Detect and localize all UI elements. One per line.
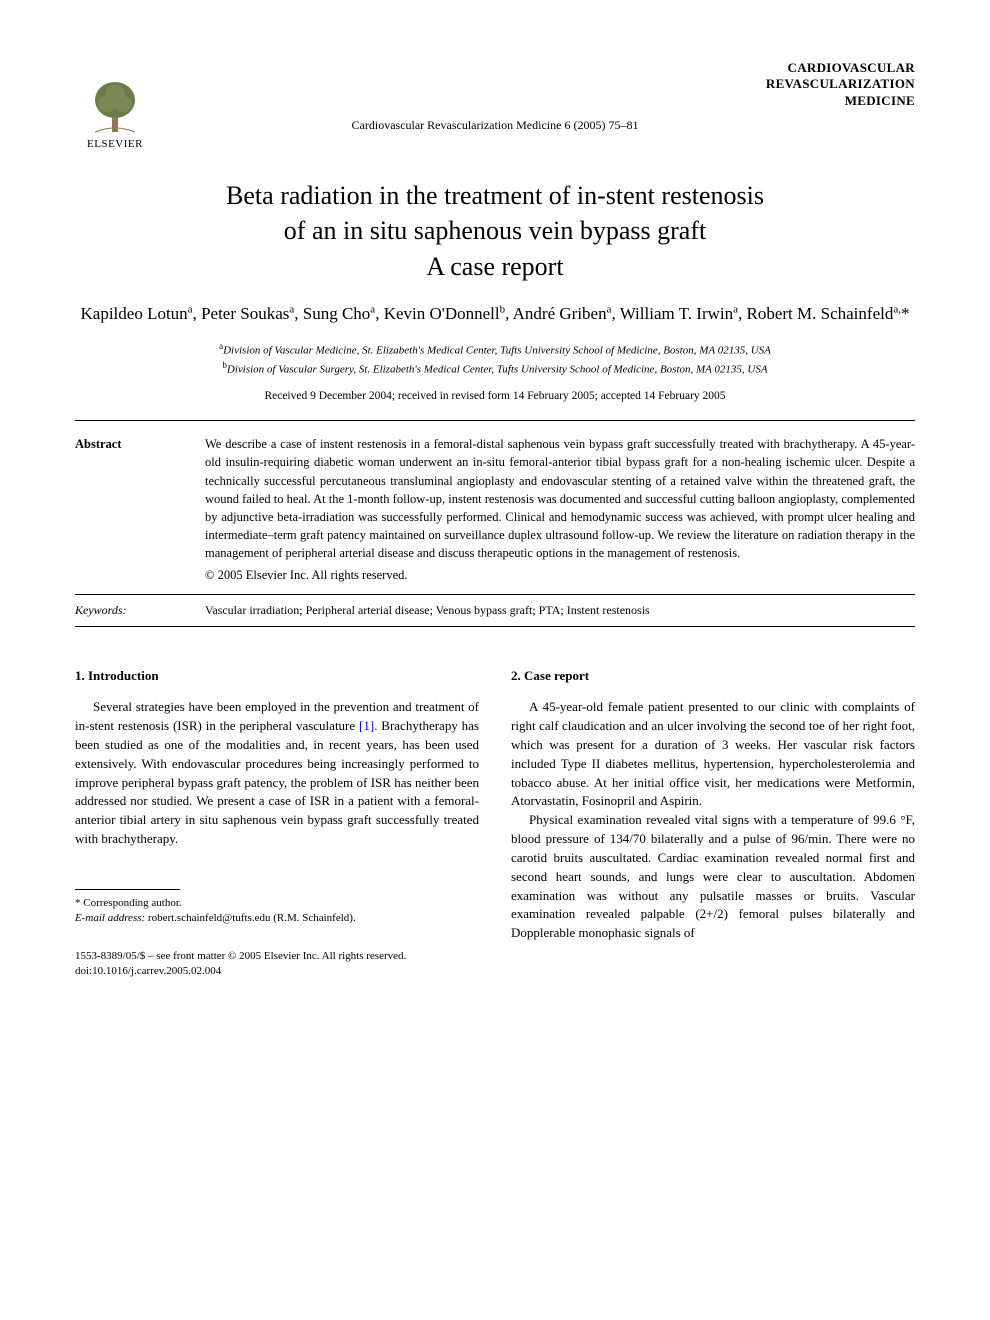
abstract-text: We describe a case of instent restenosis…	[205, 435, 915, 584]
journal-brand-line: REVASCULARIZATION	[766, 76, 915, 92]
section-heading-introduction: 1. Introduction	[75, 667, 479, 686]
citation-line: Cardiovascular Revascularization Medicin…	[75, 118, 915, 133]
abstract-label: Abstract	[75, 435, 205, 584]
footnote-marker: * Corresponding author.	[75, 896, 479, 911]
body-columns: 1. Introduction Several strategies have …	[75, 667, 915, 979]
page-header: · · · · · · ELSEVIER CARDIOVASCULAR REVA…	[75, 60, 915, 150]
left-column: 1. Introduction Several strategies have …	[75, 667, 479, 979]
publisher-name: ELSEVIER	[87, 138, 143, 150]
abstract-body: We describe a case of instent restenosis…	[205, 437, 915, 560]
affiliation-line: aDivision of Vascular Medicine, St. Eliz…	[75, 340, 915, 359]
divider	[75, 626, 915, 627]
footnote-divider	[75, 889, 180, 890]
bottom-meta: 1553-8389/05/$ – see front matter © 2005…	[75, 949, 479, 980]
svg-text:· · · · · ·: · · · · · ·	[97, 131, 114, 136]
article-subtitle: A case report	[75, 252, 915, 282]
intro-paragraph: Several strategies have been employed in…	[75, 698, 479, 849]
abstract-copyright: © 2005 Elsevier Inc. All rights reserved…	[205, 566, 915, 584]
corresponding-author-footnote: * Corresponding author. E-mail address: …	[75, 896, 479, 927]
abstract-block: Abstract We describe a case of instent r…	[75, 421, 915, 594]
intro-text-after-ref: . Brachytherapy has been studied as one …	[75, 718, 479, 846]
journal-brand-line: CARDIOVASCULAR	[766, 60, 915, 76]
issn-line: 1553-8389/05/$ – see front matter © 2005…	[75, 949, 479, 964]
case-paragraph-1: A 45-year-old female patient presented t…	[511, 698, 915, 811]
footnote-email-line: E-mail address: robert.schainfeld@tufts.…	[75, 911, 479, 926]
email-value: robert.schainfeld@tufts.edu (R.M. Schain…	[148, 912, 356, 924]
section-heading-case-report: 2. Case report	[511, 667, 915, 686]
title-line: Beta radiation in the treatment of in-st…	[226, 181, 764, 210]
elsevier-tree-icon: · · · · · ·	[85, 76, 145, 136]
email-label: E-mail address:	[75, 912, 145, 924]
journal-brand-line: MEDICINE	[766, 93, 915, 109]
right-column: 2. Case report A 45-year-old female pati…	[511, 667, 915, 979]
affiliations: aDivision of Vascular Medicine, St. Eliz…	[75, 340, 915, 378]
keywords-label: Keywords:	[75, 603, 205, 618]
publisher-logo: · · · · · · ELSEVIER	[75, 60, 155, 150]
title-line: of an in situ saphenous vein bypass graf…	[284, 216, 706, 245]
article-dates: Received 9 December 2004; received in re…	[75, 390, 915, 402]
keywords-text: Vascular irradiation; Peripheral arteria…	[205, 603, 915, 618]
article-title: Beta radiation in the treatment of in-st…	[75, 178, 915, 248]
affiliation-line: bDivision of Vascular Surgery, St. Eliza…	[75, 359, 915, 378]
journal-brand: CARDIOVASCULAR REVASCULARIZATION MEDICIN…	[766, 60, 915, 109]
reference-link[interactable]: [1]	[359, 718, 374, 733]
doi-line: doi:10.1016/j.carrev.2005.02.004	[75, 964, 479, 979]
author-list: Kapildeo Lotuna, Peter Soukasa, Sung Cho…	[75, 302, 915, 326]
case-paragraph-2: Physical examination revealed vital sign…	[511, 811, 915, 943]
keywords-block: Keywords: Vascular irradiation; Peripher…	[75, 595, 915, 626]
